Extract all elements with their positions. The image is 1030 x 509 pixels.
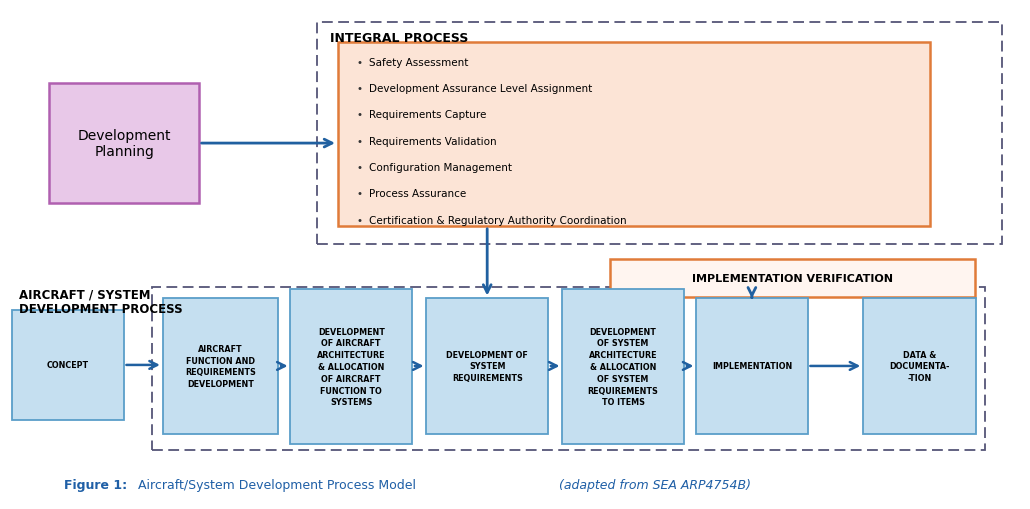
- FancyBboxPatch shape: [610, 260, 975, 298]
- Text: Development Assurance Level Assignment: Development Assurance Level Assignment: [369, 84, 592, 94]
- FancyBboxPatch shape: [426, 299, 548, 434]
- FancyBboxPatch shape: [338, 43, 930, 227]
- Text: AIRCRAFT / SYSTEM
DEVELOPMENT PROCESS: AIRCRAFT / SYSTEM DEVELOPMENT PROCESS: [19, 288, 182, 316]
- FancyBboxPatch shape: [290, 289, 412, 444]
- FancyBboxPatch shape: [49, 84, 199, 204]
- FancyBboxPatch shape: [12, 310, 124, 420]
- Text: •: •: [356, 163, 363, 173]
- Text: Certification & Regulatory Authority Coordination: Certification & Regulatory Authority Coo…: [369, 215, 626, 225]
- Text: IMPLEMENTATION: IMPLEMENTATION: [712, 362, 792, 371]
- Text: Requirements Validation: Requirements Validation: [369, 136, 496, 147]
- Text: •: •: [356, 136, 363, 147]
- Text: Requirements Capture: Requirements Capture: [369, 110, 486, 120]
- FancyBboxPatch shape: [562, 289, 684, 444]
- Text: DATA &
DOCUMENTA-
-TION: DATA & DOCUMENTA- -TION: [890, 350, 950, 382]
- Text: Development
Planning: Development Planning: [77, 129, 171, 159]
- Text: •: •: [356, 110, 363, 120]
- Text: DEVELOPMENT
OF AIRCRAFT
ARCHITECTURE
& ALLOCATION
OF AIRCRAFT
FUNCTION TO
SYSTEM: DEVELOPMENT OF AIRCRAFT ARCHITECTURE & A…: [317, 327, 385, 407]
- FancyBboxPatch shape: [863, 299, 976, 434]
- FancyBboxPatch shape: [696, 299, 808, 434]
- Text: AIRCRAFT
FUNCTION AND
REQUIREMENTS
DEVELOPMENT: AIRCRAFT FUNCTION AND REQUIREMENTS DEVEL…: [185, 344, 255, 388]
- Text: •: •: [356, 58, 363, 68]
- Text: •: •: [356, 189, 363, 199]
- Text: IMPLEMENTATION VERIFICATION: IMPLEMENTATION VERIFICATION: [692, 274, 893, 284]
- Text: Configuration Management: Configuration Management: [369, 163, 512, 173]
- Text: (adapted from SEA ARP4754B): (adapted from SEA ARP4754B): [559, 478, 751, 491]
- Text: CONCEPT: CONCEPT: [47, 361, 89, 370]
- Text: INTEGRAL PROCESS: INTEGRAL PROCESS: [330, 32, 468, 45]
- Text: Safety Assessment: Safety Assessment: [369, 58, 468, 68]
- FancyBboxPatch shape: [163, 299, 278, 434]
- Text: DEVELOPMENT OF
SYSTEM
REQUIREMENTS: DEVELOPMENT OF SYSTEM REQUIREMENTS: [446, 350, 528, 382]
- Text: Figure 1:: Figure 1:: [64, 478, 127, 491]
- Text: DEVELOPMENT
OF SYSTEM
ARCHITECTURE
& ALLOCATION
OF SYSTEM
REQUIREMENTS
TO ITEMS: DEVELOPMENT OF SYSTEM ARCHITECTURE & ALL…: [588, 327, 658, 407]
- Text: •: •: [356, 215, 363, 225]
- Text: Process Assurance: Process Assurance: [369, 189, 466, 199]
- Text: •: •: [356, 84, 363, 94]
- Text: Aircraft/System Development Process Model: Aircraft/System Development Process Mode…: [134, 478, 420, 491]
